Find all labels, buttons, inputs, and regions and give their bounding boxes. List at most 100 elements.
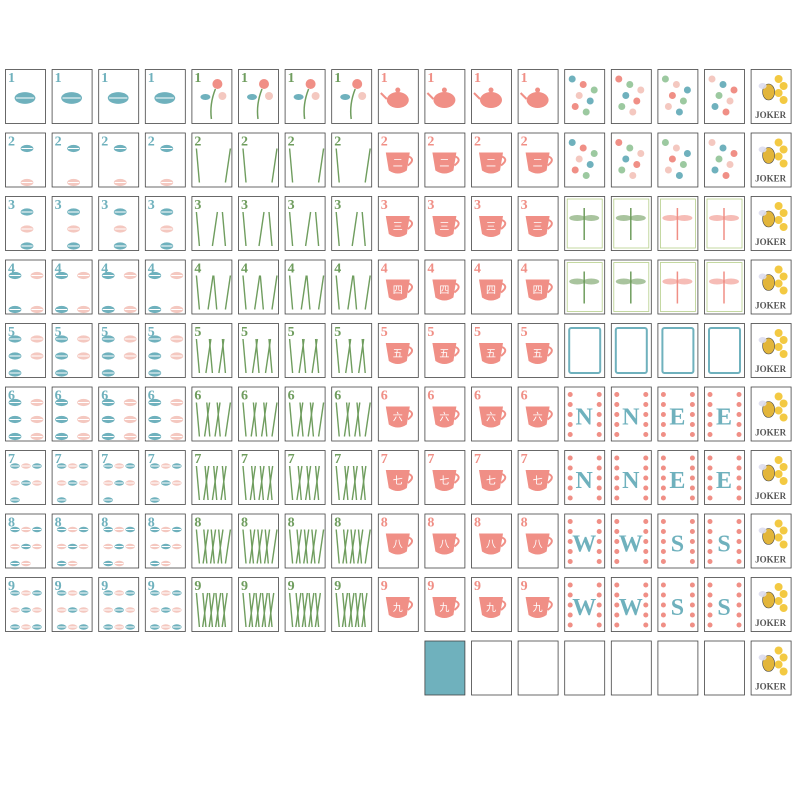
cup-handle xyxy=(500,219,507,230)
dot-tile: 1 xyxy=(51,69,93,124)
cup-handle xyxy=(500,282,507,294)
tile-face xyxy=(5,577,46,632)
tile-rank: 6 xyxy=(194,389,201,404)
cup-handle xyxy=(407,409,414,421)
rose xyxy=(643,455,649,461)
bird xyxy=(340,94,351,100)
honor-tile xyxy=(657,69,699,124)
bamboo-tile: 6 xyxy=(331,386,373,442)
flower xyxy=(672,81,680,88)
cup-handle xyxy=(407,600,414,611)
honor-tile xyxy=(657,196,699,251)
flower xyxy=(675,108,683,116)
bamboo-stalk xyxy=(217,529,223,564)
tile-rank: 5 xyxy=(148,325,155,340)
honeycomb xyxy=(774,519,783,528)
rose xyxy=(567,559,573,564)
wind-letter: N xyxy=(576,468,594,494)
cup-character: 七 xyxy=(486,475,496,487)
bamboo-tile: 1 xyxy=(284,69,326,124)
rose xyxy=(596,519,602,524)
bamboo-stalk xyxy=(242,529,247,564)
bamboo-stalk xyxy=(253,275,261,310)
tile-rank: 4 xyxy=(334,262,341,277)
rose xyxy=(567,529,573,534)
cup xyxy=(479,406,503,428)
wind-letter: W xyxy=(572,532,596,558)
bamboo-stalk xyxy=(335,338,340,374)
bamboo-stalk xyxy=(352,275,358,310)
character-tile: 八8 xyxy=(517,513,559,569)
rose xyxy=(689,402,695,407)
honeycomb xyxy=(779,413,788,422)
flower xyxy=(568,75,576,83)
cup-handle xyxy=(500,346,507,357)
rose xyxy=(567,495,573,501)
bamboo-stalk xyxy=(221,211,227,247)
rose xyxy=(614,402,620,407)
rose xyxy=(596,485,602,491)
honeycomb xyxy=(779,653,788,662)
tile-rank: 1 xyxy=(194,71,201,86)
bamboo-tile: 2 xyxy=(284,132,326,188)
rose xyxy=(614,622,620,628)
bamboo-tile: 9 xyxy=(331,577,373,632)
flower xyxy=(715,155,723,163)
flower xyxy=(726,161,734,168)
tile-rank: 8 xyxy=(8,516,15,531)
tile-rank: 1 xyxy=(474,71,481,86)
rose xyxy=(689,529,695,534)
tile-rank: 4 xyxy=(148,262,155,277)
tile-rank: 4 xyxy=(474,262,481,277)
bamboo-stalk xyxy=(264,529,269,564)
bamboo-stalk xyxy=(356,402,361,437)
tile-face xyxy=(51,577,93,632)
cup xyxy=(525,533,550,555)
honeycomb xyxy=(774,75,783,83)
teapot xyxy=(480,92,502,108)
bamboo-tile: 6 xyxy=(238,386,279,442)
cup-handle xyxy=(453,346,460,357)
bamboo-stalk xyxy=(317,402,325,437)
flower xyxy=(661,75,669,83)
rose xyxy=(643,392,649,397)
honeycomb xyxy=(774,138,783,147)
dot-tile: 2 xyxy=(51,132,93,188)
teapot-spout xyxy=(426,92,435,100)
cup-character: 六 xyxy=(393,412,403,424)
vine-border xyxy=(660,198,696,249)
tile-rank: 9 xyxy=(521,579,528,594)
tile-face xyxy=(5,196,46,251)
rose xyxy=(614,539,620,544)
tile-face xyxy=(51,132,93,188)
bamboo-stalk xyxy=(288,402,294,437)
honeycomb xyxy=(779,223,788,231)
tile-rank: 6 xyxy=(148,389,155,404)
honor-tile xyxy=(704,259,745,315)
vine-border xyxy=(613,262,650,312)
rose xyxy=(707,519,713,524)
cup-handle xyxy=(500,155,507,167)
honeycomb xyxy=(779,350,788,358)
tile-rank: 5 xyxy=(55,325,62,340)
bamboo-tile: 7 xyxy=(284,450,326,505)
bamboo-stalk xyxy=(314,465,320,501)
flower xyxy=(629,108,637,116)
flower xyxy=(615,139,623,146)
cup xyxy=(385,533,410,555)
bee xyxy=(762,655,775,672)
bamboo-tile: 5 xyxy=(238,323,279,378)
rose xyxy=(707,475,713,481)
teapot-lid xyxy=(535,87,541,93)
cup-character: 九 xyxy=(393,602,403,614)
bamboo-stalk xyxy=(364,275,371,310)
bee-wing xyxy=(758,654,767,661)
flower xyxy=(618,103,626,110)
bamboo-stalk xyxy=(260,402,268,437)
wind-letter: S xyxy=(717,532,730,558)
bamboo-stalk xyxy=(271,148,278,183)
tile-face xyxy=(471,640,512,696)
character-tile: 四4 xyxy=(471,259,512,315)
bamboo-stalk xyxy=(354,402,361,437)
bamboo-stalk xyxy=(213,275,218,310)
